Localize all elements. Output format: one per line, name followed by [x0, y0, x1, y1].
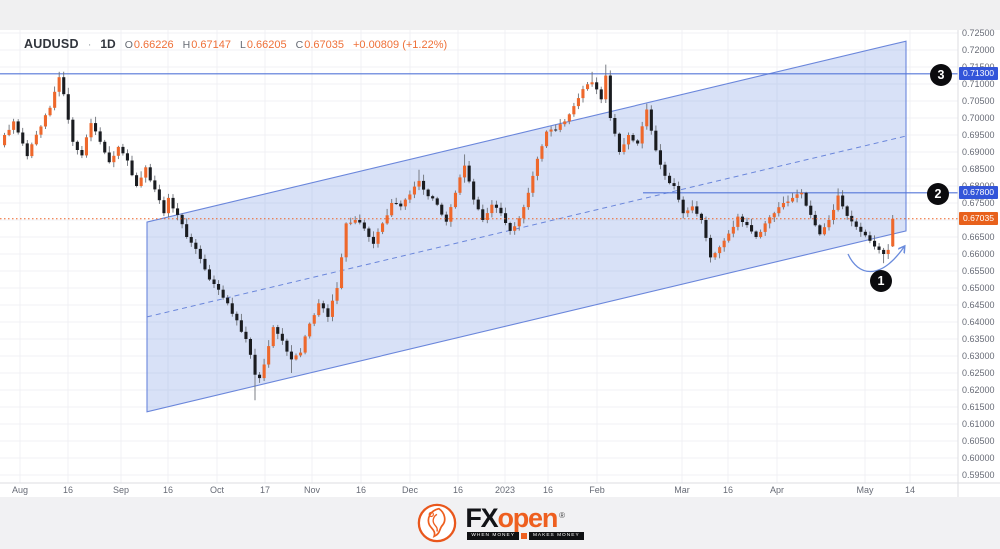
bounce-arrow: [847, 247, 904, 273]
svg-text:Oct: Oct: [210, 485, 225, 495]
svg-text:0.68000: 0.68000: [962, 181, 995, 191]
open-value: O 0.66226: [124, 39, 174, 51]
trend-channel: [146, 40, 907, 413]
symbol-name: AUDUSD: [24, 37, 79, 51]
svg-text:Aug: Aug: [12, 485, 28, 495]
svg-text:0.66500: 0.66500: [962, 232, 995, 242]
svg-text:0.59500: 0.59500: [962, 470, 995, 480]
svg-text:Nov: Nov: [304, 485, 321, 495]
svg-text:0.70000: 0.70000: [962, 113, 995, 123]
svg-text:0.70500: 0.70500: [962, 96, 995, 106]
svg-text:0.72000: 0.72000: [962, 45, 995, 55]
svg-text:0.65500: 0.65500: [962, 266, 995, 276]
svg-text:0.65000: 0.65000: [962, 283, 995, 293]
last-price-badge: 0.67035: [959, 212, 998, 226]
svg-text:16: 16: [723, 485, 733, 495]
callout-circle-1: 1: [870, 270, 892, 292]
svg-text:0.69000: 0.69000: [962, 147, 995, 157]
time-axis[interactable]: [0, 483, 958, 497]
svg-text:Dec: Dec: [402, 485, 419, 495]
chart-pane[interactable]: [0, 30, 958, 483]
svg-text:16: 16: [163, 485, 173, 495]
registered-mark: ®: [559, 511, 565, 521]
price-level-badge-71300: 0.71300: [959, 67, 998, 81]
svg-text:Sep: Sep: [113, 485, 129, 495]
fxopen-emblem-icon: [418, 503, 457, 543]
change-value: +0.00809 (+1.22%): [352, 39, 448, 51]
svg-text:17: 17: [260, 485, 270, 495]
page-top-band: [0, 0, 1000, 30]
svg-text:0.68500: 0.68500: [962, 164, 995, 174]
fxopen-logo: FX open ® when money makes money: [416, 502, 584, 544]
svg-text:Apr: Apr: [770, 485, 784, 495]
svg-text:0.67500: 0.67500: [962, 198, 995, 208]
svg-text:0.63500: 0.63500: [962, 334, 995, 344]
svg-text:0.64000: 0.64000: [962, 317, 995, 327]
high-value: H 0.67147: [182, 39, 231, 51]
svg-text:16: 16: [63, 485, 73, 495]
svg-text:0.72500: 0.72500: [962, 28, 995, 38]
svg-text:14: 14: [905, 485, 915, 495]
svg-text:2023: 2023: [495, 485, 515, 495]
header-separator: ·: [87, 39, 92, 51]
svg-text:16: 16: [543, 485, 553, 495]
tagline-square-icon: [520, 533, 527, 539]
svg-text:0.62000: 0.62000: [962, 385, 995, 395]
footer-branding: FX open ® when money makes money: [0, 497, 1000, 549]
candles: [3, 64, 895, 401]
fxopen-wordmark: FX open ®: [465, 503, 565, 534]
svg-text:0.61500: 0.61500: [962, 402, 995, 412]
svg-text:0.61000: 0.61000: [962, 419, 995, 429]
symbol-header: AUDUSD · 1D O 0.66226 H 0.67147 L 0.6620…: [24, 37, 447, 51]
svg-text:16: 16: [453, 485, 463, 495]
svg-text:0.62500: 0.62500: [962, 368, 995, 378]
svg-text:16: 16: [356, 485, 366, 495]
timeframe-label: 1D: [100, 37, 116, 51]
svg-text:0.64500: 0.64500: [962, 300, 995, 310]
svg-text:0.60000: 0.60000: [962, 453, 995, 463]
close-value: C 0.67035: [295, 39, 344, 51]
svg-text:Mar: Mar: [674, 485, 690, 495]
low-value: L 0.66205: [240, 39, 287, 51]
price-level-badge-67800: 0.67800: [959, 186, 998, 200]
svg-text:0.66000: 0.66000: [962, 249, 995, 259]
callout-circle-3: 3: [930, 64, 952, 86]
svg-text:0.71500: 0.71500: [962, 62, 995, 72]
time-axis-labels: Aug 16 Sep 16 Oct 17 Nov 16 Dec 16 2023 16 Feb Mar 16 A…: [12, 485, 915, 495]
fxopen-tagline: when money makes money: [467, 532, 584, 540]
svg-text:0.69500: 0.69500: [962, 130, 995, 140]
svg-text:0.60500: 0.60500: [962, 436, 995, 446]
svg-text:May: May: [856, 485, 874, 495]
svg-text:0.63000: 0.63000: [962, 351, 995, 361]
svg-text:0.71000: 0.71000: [962, 79, 995, 89]
price-axis[interactable]: [958, 30, 1000, 483]
callout-circle-2: 2: [927, 183, 949, 205]
svg-text:Feb: Feb: [589, 485, 605, 495]
price-axis-labels: 0.72500 0.72000 0.71500 0.71000 0.70500 0.700…: [962, 28, 995, 480]
